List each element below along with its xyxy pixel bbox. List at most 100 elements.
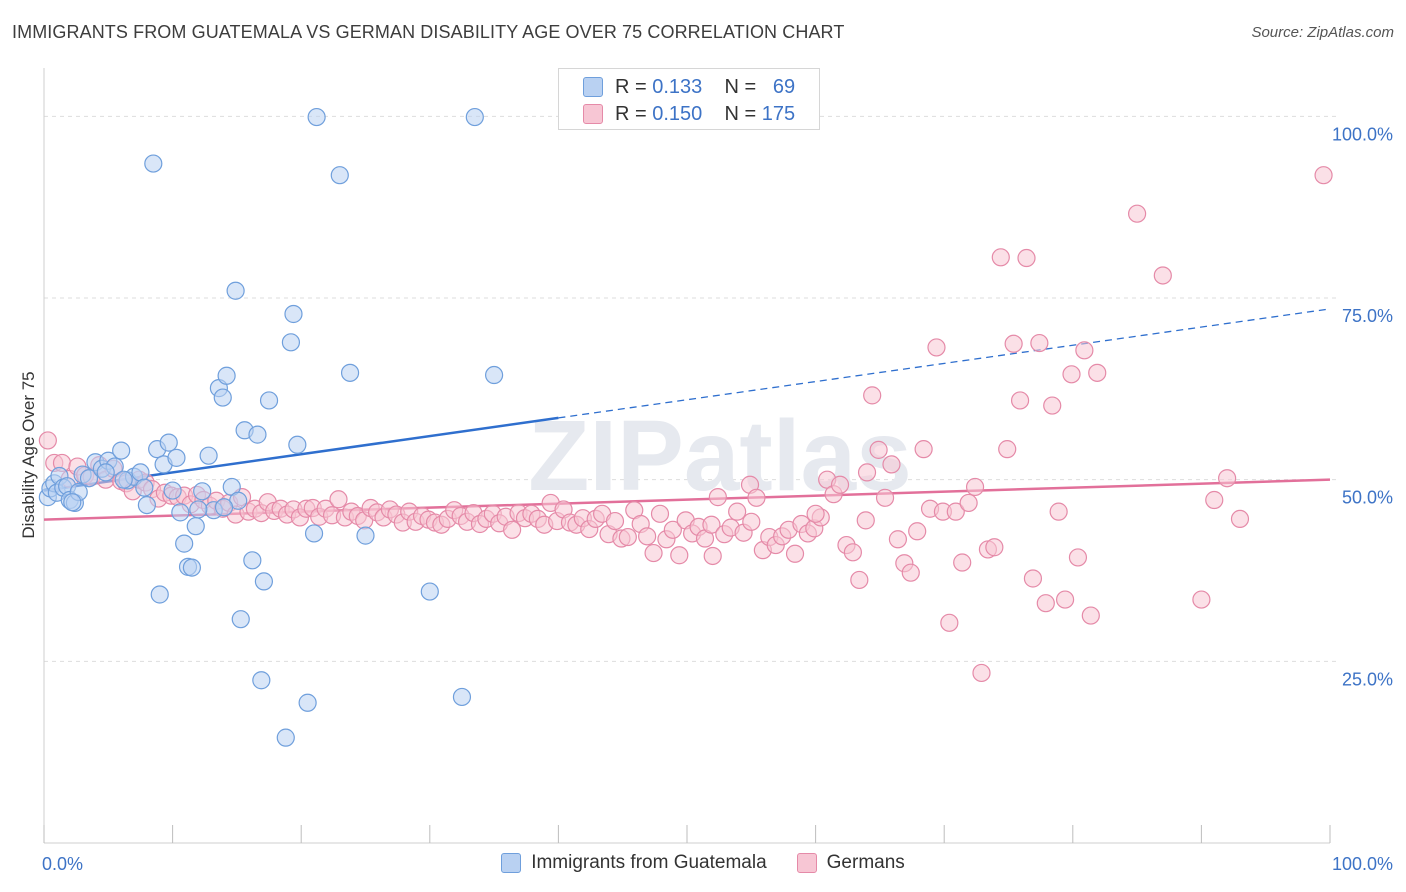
point-guatemala-53 (298, 693, 317, 712)
pink-swatch (583, 104, 603, 124)
blue-swatch (501, 853, 522, 873)
n-value-guatemala: 69 (772, 75, 796, 98)
point-germans-87 (605, 511, 625, 531)
point-germans-155 (1043, 396, 1062, 415)
point-germans-141 (953, 553, 972, 572)
point-guatemala-64 (96, 463, 115, 482)
point-germans-160 (1075, 341, 1094, 360)
point-germans-103 (708, 488, 727, 507)
point-germans-140 (946, 502, 965, 521)
r-value-germans: 0.150 (652, 102, 703, 125)
point-germans-168 (1230, 509, 1250, 529)
point-germans-93 (644, 543, 663, 563)
gridlines (44, 115, 1340, 662)
point-guatemala-21 (144, 154, 163, 173)
point-germans-147 (991, 248, 1010, 267)
point-germans-153 (1030, 333, 1049, 353)
point-germans-89 (618, 527, 637, 547)
point-germans-122 (830, 475, 850, 494)
point-guatemala-34 (199, 446, 218, 465)
point-guatemala-42 (231, 610, 250, 629)
point-germans-139 (940, 613, 959, 632)
point-germans-172 (806, 504, 825, 523)
point-germans-92 (638, 527, 657, 546)
point-germans-133 (901, 563, 920, 582)
point-germans-164 (1153, 266, 1172, 285)
point-guatemala-40 (226, 281, 245, 300)
point-germans-129 (875, 488, 895, 507)
y-tick-label-1: 75.0% (1342, 306, 1393, 326)
point-germans-137 (927, 338, 946, 357)
point-germans-124 (843, 543, 862, 562)
point-guatemala-33 (193, 482, 212, 501)
point-guatemala-38 (217, 366, 236, 385)
point-germans-148 (998, 440, 1017, 459)
point-guatemala-44 (243, 551, 262, 570)
point-germans-102 (702, 515, 721, 534)
point-guatemala-52 (288, 435, 307, 454)
point-germans-130 (882, 455, 901, 474)
legend-item-germans[interactable]: Germans (796, 852, 905, 874)
point-guatemala-68 (214, 498, 234, 517)
point-germans-170 (703, 546, 722, 566)
point-germans-158 (1062, 365, 1081, 384)
legend-item-guatemala[interactable]: Immigrants from Guatemala (501, 852, 767, 874)
trend-line-guatemala-extension (558, 308, 1331, 419)
point-guatemala-48 (259, 391, 279, 410)
point-guatemala-23 (150, 585, 169, 604)
point-guatemala-63 (63, 493, 82, 512)
point-guatemala-66 (135, 478, 154, 497)
tick-labels: 100.0% 75.0% 50.0% 25.0% 0.0% 100.0% (42, 124, 1393, 874)
point-germans-162 (1088, 363, 1107, 382)
point-germans-143 (965, 477, 985, 497)
point-guatemala-28 (171, 503, 190, 522)
point-guatemala-49 (276, 728, 295, 747)
point-guatemala-55 (307, 107, 326, 127)
point-germans-94 (650, 504, 670, 523)
point-guatemala-51 (284, 304, 303, 324)
legend-row-guatemala: R = 0.133 N = 69 (583, 74, 796, 100)
point-germans-106 (728, 502, 747, 521)
y-tick-label-3: 25.0% (1342, 669, 1393, 689)
point-guatemala-37 (213, 388, 232, 407)
source-credit: Source: ZipAtlas.com (1251, 24, 1394, 41)
point-germans-109 (747, 488, 766, 507)
point-guatemala-67 (189, 500, 208, 519)
point-germans-157 (1055, 590, 1075, 609)
point-guatemala-62 (485, 365, 504, 385)
point-germans-142 (959, 493, 978, 513)
chart-title: IMMIGRANTS FROM GUATEMALA VS GERMAN DISA… (12, 22, 845, 42)
point-guatemala-20 (137, 496, 156, 515)
point-guatemala-61 (465, 107, 484, 127)
point-germans-128 (869, 440, 888, 459)
point-germans-127 (863, 386, 882, 405)
legend-label-germans: Germans (826, 852, 905, 873)
point-germans-146 (985, 538, 1004, 557)
point-guatemala-11 (79, 469, 99, 488)
correlation-legend: R = 0.133 N = 69 R = 0.150 N = 175 (558, 68, 820, 130)
point-germans-97 (670, 546, 689, 565)
point-germans-154 (1036, 594, 1055, 613)
point-germans-134 (908, 522, 927, 541)
point-germans-152 (1023, 569, 1043, 588)
point-germans-171 (742, 512, 761, 531)
point-guatemala-31 (182, 558, 201, 577)
point-germans-167 (1218, 469, 1237, 488)
point-guatemala-47 (254, 572, 274, 591)
point-germans-163 (1127, 204, 1147, 223)
point-guatemala-19 (131, 463, 150, 482)
point-guatemala-46 (252, 671, 271, 690)
point-germans-126 (856, 511, 875, 530)
point-germans-144 (972, 663, 991, 683)
legend-row-germans: R = 0.150 N = 175 (583, 101, 795, 127)
y-tick-label-0: 100.0% (1332, 124, 1393, 144)
legend-label-guatemala: Immigrants from Guatemala (531, 852, 767, 873)
r-value-guatemala: 0.133 (652, 75, 703, 98)
point-germans-165 (1192, 590, 1211, 609)
point-guatemala-16 (112, 441, 131, 460)
point-germans-156 (1049, 502, 1068, 521)
point-guatemala-58 (356, 526, 375, 545)
point-guatemala-60 (452, 687, 472, 707)
point-germans-131 (888, 530, 908, 549)
